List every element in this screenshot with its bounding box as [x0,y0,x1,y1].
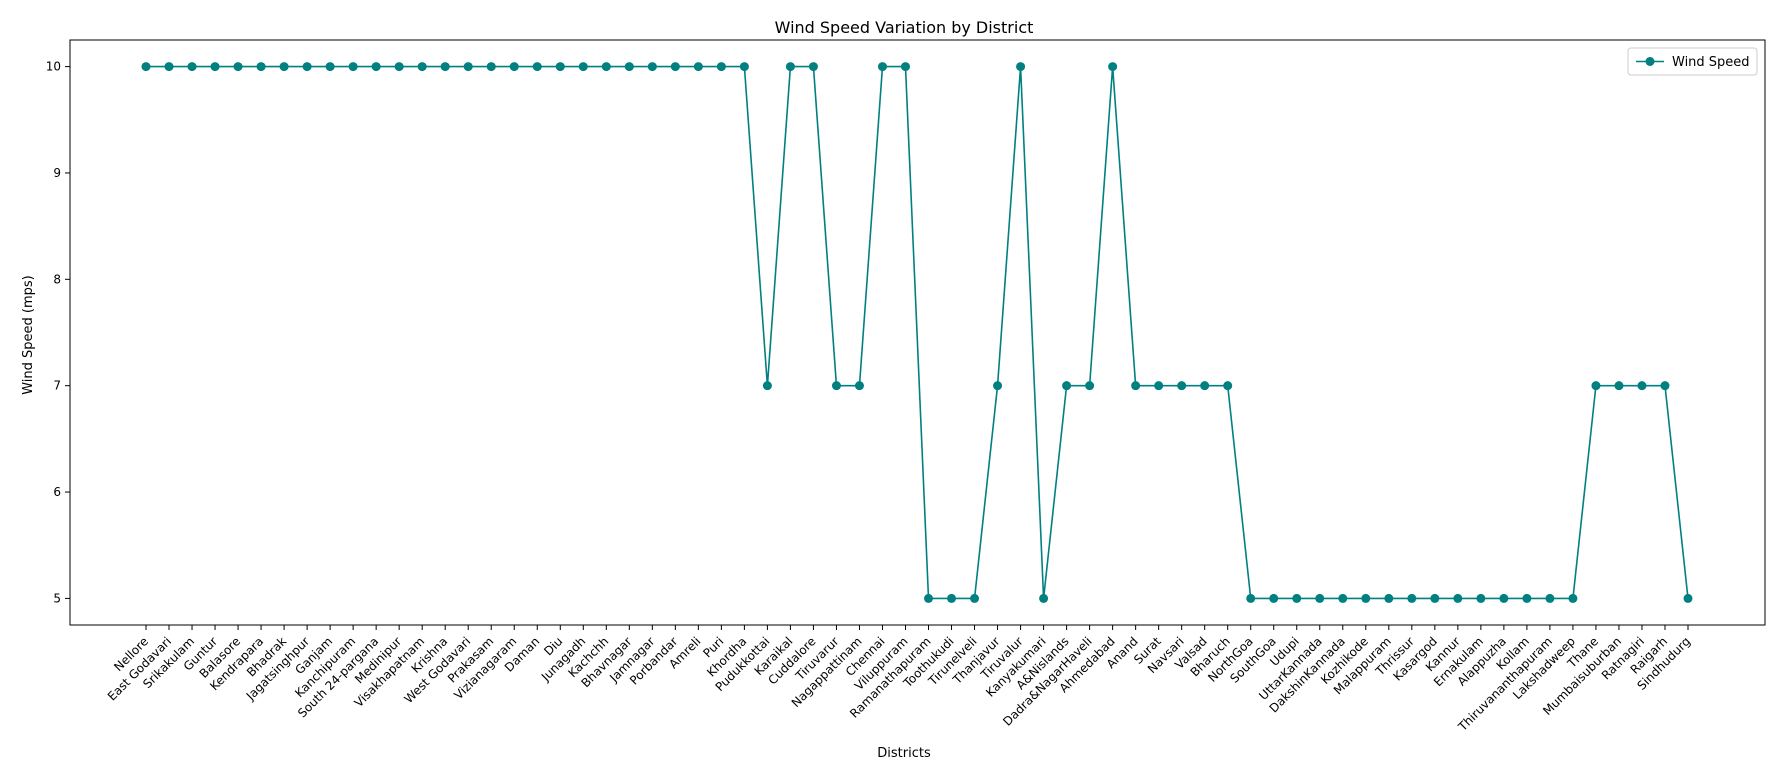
y-tick-label: 10 [46,60,61,74]
data-point [187,62,197,72]
x-axis-label: Districts [877,746,931,761]
data-point [877,62,887,72]
data-point [1591,381,1601,391]
data-point [1338,593,1348,603]
data-point [1522,593,1532,603]
data-point [256,62,266,72]
data-point [1430,593,1440,603]
data-point [1062,381,1072,391]
data-point [1614,381,1624,391]
data-point [348,62,358,72]
data-point [1131,381,1141,391]
data-point [1384,593,1394,603]
data-point [1177,381,1187,391]
plot-axes [69,39,1766,626]
data-point [1039,593,1049,603]
data-point [141,62,151,72]
data-point [854,381,864,391]
y-tick-label: 8 [53,272,61,286]
data-point [578,62,588,72]
data-point [900,62,910,72]
data-point [624,62,634,72]
chart-title: Wind Speed Variation by District [775,18,1034,37]
data-point [1085,381,1095,391]
data-point [1315,593,1325,603]
data-point [1407,593,1417,603]
data-point [1246,593,1256,603]
legend: Wind Speed [1627,47,1758,76]
data-point [739,62,749,72]
data-point [785,62,795,72]
data-point [970,593,980,603]
data-point [532,62,542,72]
legend-box [1627,47,1758,76]
legend-label: Wind Speed [1672,55,1750,70]
data-point [1545,593,1555,603]
y-tick-label: 5 [53,591,61,605]
data-point [1476,593,1486,603]
data-point [440,62,450,72]
data-point [762,381,772,391]
data-point [1292,593,1302,603]
data-point [1108,62,1118,72]
data-point [325,62,335,72]
data-point [693,62,703,72]
data-point [1683,593,1693,603]
data-point [509,62,519,72]
y-tick-label: 7 [53,379,61,393]
data-point [924,593,934,603]
data-point [1154,381,1164,391]
data-point [463,62,473,72]
data-point [947,593,957,603]
plot-frame [69,39,1766,626]
data-point [1269,593,1279,603]
data-point [993,381,1003,391]
data-point [1361,593,1371,603]
data-point [647,62,657,72]
data-point [1660,381,1670,391]
data-point [210,62,220,72]
series-layer [141,62,1693,603]
y-axis-label: Wind Speed (mps) [21,275,36,395]
data-point [555,62,565,72]
data-point [394,62,404,72]
data-point [1016,62,1026,72]
data-point [670,62,680,72]
y-tick-label: 9 [53,166,61,180]
data-point [1453,593,1463,603]
data-point [808,62,818,72]
data-point [716,62,726,72]
data-point [1637,381,1647,391]
data-point [233,62,243,72]
data-point [601,62,611,72]
y-tick-label: 6 [53,485,61,499]
data-point [486,62,496,72]
data-point [164,62,174,72]
data-point [1200,381,1210,391]
data-point [1499,593,1509,603]
data-point [279,62,289,72]
data-point [1223,381,1233,391]
data-point [1568,593,1578,603]
data-point [417,62,427,72]
data-point [302,62,312,72]
y-axis-ticks: 5 6 7 8 9 10 [46,60,70,605]
series-line [146,65,1689,600]
data-point [371,62,381,72]
data-point [831,381,841,391]
legend-marker [1645,57,1655,66]
